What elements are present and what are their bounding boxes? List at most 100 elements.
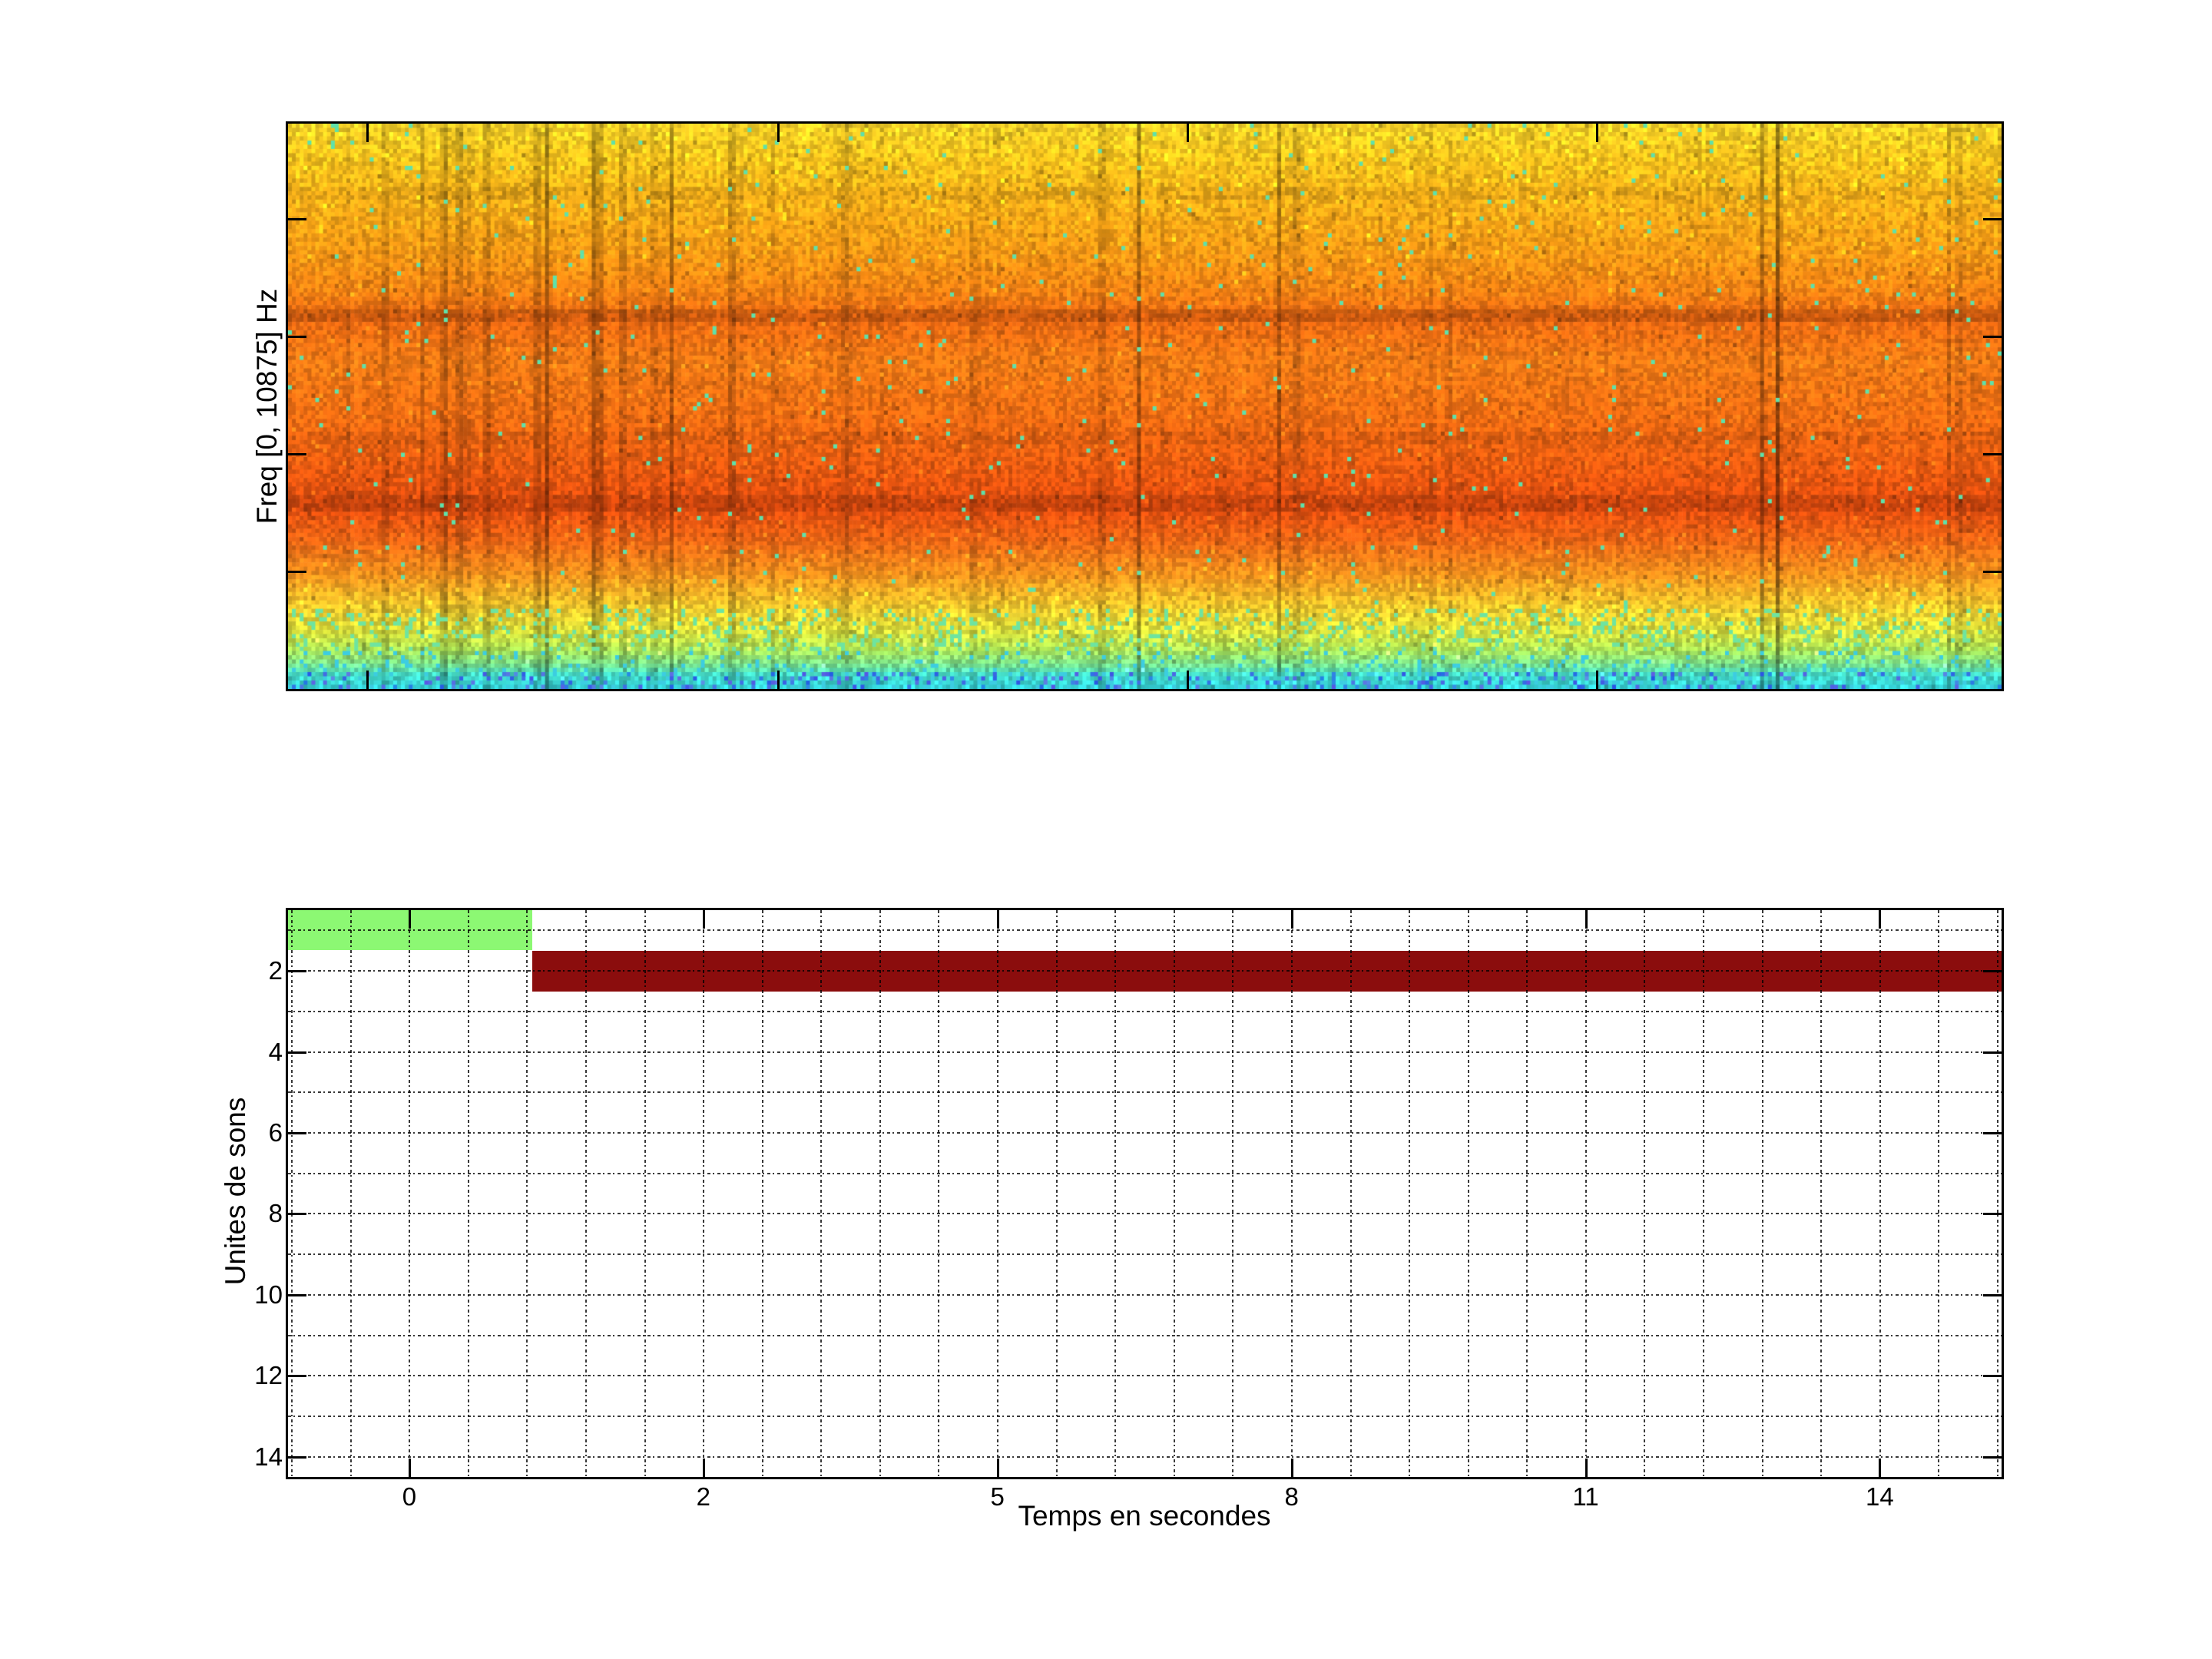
vertical-gridline <box>1526 910 1528 1477</box>
vertical-gridline <box>820 910 823 1477</box>
vertical-gridline <box>467 910 469 1477</box>
vertical-gridline <box>703 910 705 1477</box>
spectrogram-y-tick <box>288 452 306 455</box>
spectrogram-y-tick <box>1983 335 2002 338</box>
y-axis-tick <box>1983 1051 2002 1054</box>
spectrogram-ticks <box>288 124 2002 689</box>
activity-grid <box>288 910 2002 1477</box>
x-axis-tick <box>408 1459 411 1477</box>
vertical-gridline <box>1409 910 1411 1477</box>
spectrogram-x-tick <box>366 124 369 142</box>
y-axis-tick <box>288 970 306 973</box>
vertical-gridline <box>644 910 646 1477</box>
x-axis-tick <box>702 1459 705 1477</box>
horizontal-gridline <box>288 1293 2002 1296</box>
y-axis-tick <box>1983 1213 2002 1216</box>
y-tick-label: 12 <box>254 1361 283 1390</box>
y-axis-tick <box>1983 970 2002 973</box>
y-axis-tick <box>1983 1455 2002 1459</box>
horizontal-gridline <box>288 1010 2002 1012</box>
activity-plot <box>286 908 2004 1479</box>
x-axis-tick <box>1584 1459 1588 1477</box>
vertical-gridline <box>997 910 999 1477</box>
y-axis-tick <box>288 1131 306 1134</box>
vertical-gridline <box>1584 910 1587 1477</box>
vertical-gridline <box>409 910 411 1477</box>
spectrogram-x-tick <box>777 124 780 142</box>
y-axis-tick <box>1983 1375 2002 1378</box>
vertical-gridline <box>1820 910 1823 1477</box>
horizontal-gridline <box>288 1334 2002 1336</box>
x-tick-label: 5 <box>990 1482 1005 1511</box>
vertical-gridline <box>1349 910 1352 1477</box>
vertical-gridline <box>349 910 352 1477</box>
vertical-gridline <box>1996 910 1998 1477</box>
y-axis-tick <box>288 1293 306 1296</box>
vertical-gridline <box>1938 910 1940 1477</box>
x-tick-label: 0 <box>402 1482 417 1511</box>
spectrogram-x-tick <box>1596 124 1599 142</box>
x-tick-label: 2 <box>696 1482 710 1511</box>
spectrogram-x-tick <box>1187 671 1190 689</box>
spectrogram-ylabel: Freq [0, 10875] Hz <box>251 288 283 525</box>
x-axis-tick <box>1584 910 1588 929</box>
horizontal-gridline <box>288 1375 2002 1377</box>
x-axis-tick <box>1879 910 1882 929</box>
x-tick-label: 11 <box>1572 1482 1599 1511</box>
y-axis-tick <box>288 1051 306 1054</box>
spectrogram-x-tick <box>1596 671 1599 689</box>
x-tick-label: 8 <box>1284 1482 1299 1511</box>
horizontal-gridline <box>288 1131 2002 1134</box>
x-axis-tick <box>702 910 705 929</box>
activity-ticks <box>288 910 2002 1477</box>
x-axis-tick <box>408 910 411 929</box>
y-tick-label: 14 <box>254 1442 283 1471</box>
x-axis-tick <box>996 1459 999 1477</box>
spectrogram-y-tick <box>1983 570 2002 573</box>
vertical-gridline <box>1879 910 1881 1477</box>
horizontal-gridline <box>288 1051 2002 1053</box>
y-axis-tick <box>1983 1131 2002 1134</box>
vertical-gridline <box>1114 910 1117 1477</box>
y-axis-tick <box>288 1375 306 1378</box>
y-tick-label: 10 <box>254 1280 283 1309</box>
vertical-gridline <box>584 910 587 1477</box>
y-tick-label: 6 <box>268 1118 283 1147</box>
vertical-gridline <box>1761 910 1763 1477</box>
vertical-gridline <box>761 910 763 1477</box>
vertical-gridline <box>879 910 881 1477</box>
spectrogram-heatmap <box>288 124 2002 689</box>
x-axis-tick <box>1879 1459 1882 1477</box>
horizontal-gridline <box>288 1253 2002 1256</box>
x-axis-tick <box>1290 910 1293 929</box>
horizontal-gridline <box>288 1172 2002 1174</box>
vertical-gridline <box>938 910 940 1477</box>
spectrogram-x-tick <box>366 671 369 689</box>
vertical-gridline <box>1703 910 1705 1477</box>
spectrogram-y-tick <box>1983 217 2002 220</box>
spectrogram-y-tick <box>288 335 306 338</box>
vertical-gridline <box>1467 910 1469 1477</box>
vertical-gridline <box>1173 910 1175 1477</box>
horizontal-gridline <box>288 970 2002 972</box>
spectrogram-y-tick <box>1983 452 2002 455</box>
x-tick-label: 14 <box>1866 1482 1894 1511</box>
spectrogram-x-tick <box>777 671 780 689</box>
spectrogram-x-tick <box>1187 124 1190 142</box>
vertical-gridline <box>1290 910 1293 1477</box>
y-axis-tick <box>288 1455 306 1459</box>
x-axis-tick <box>1290 1459 1293 1477</box>
vertical-gridline <box>290 910 293 1477</box>
y-tick-label: 4 <box>268 1037 283 1066</box>
activity-ylabel: Unites de sons <box>220 1097 251 1286</box>
y-tick-label: 8 <box>268 1199 283 1228</box>
spectrogram-y-tick <box>288 217 306 220</box>
vertical-gridline <box>1644 910 1646 1477</box>
vertical-gridline <box>1232 910 1234 1477</box>
y-axis-tick <box>288 1213 306 1216</box>
spectrogram-plot <box>286 121 2004 691</box>
horizontal-gridline <box>288 1091 2002 1094</box>
vertical-gridline <box>526 910 528 1477</box>
vertical-gridline <box>1055 910 1058 1477</box>
